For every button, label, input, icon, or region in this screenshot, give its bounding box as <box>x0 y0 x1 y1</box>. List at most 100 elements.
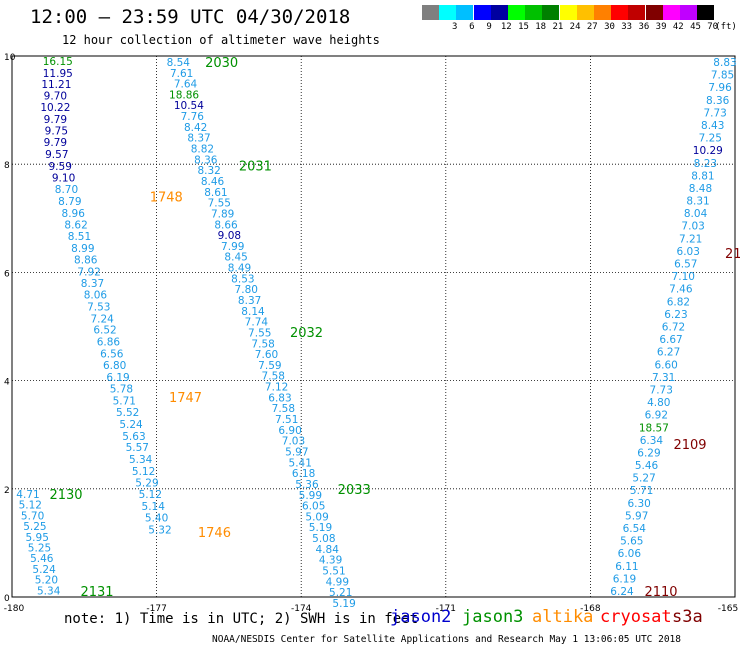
color-bin <box>662 5 680 20</box>
wave-height-value: 7.59 <box>258 360 281 372</box>
latitude-tick-label: 0 <box>4 594 10 604</box>
credit-line: NOAA/NESDIS Center for Satellite Applica… <box>212 634 681 645</box>
footer-note: note: 1) Time is in UTC; 2) SWH is in fe… <box>64 611 419 627</box>
wave-height-value: 8.51 <box>68 231 91 243</box>
color-bin <box>559 5 577 20</box>
wave-height-value: 8.36 <box>706 95 730 107</box>
wave-height-value: 7.73 <box>650 384 673 396</box>
wave-height-value: 9.79 <box>44 137 67 149</box>
color-bin <box>439 5 457 20</box>
wave-height-value: 6.92 <box>645 410 668 422</box>
wave-height-value: 7.58 <box>262 371 285 383</box>
wave-height-value: 5.32 <box>148 524 171 536</box>
longitude-tick-label: -177 <box>146 604 166 614</box>
wave-height-value: 8.53 <box>231 273 254 285</box>
wave-height-value: 5.20 <box>35 575 58 587</box>
wave-height-value: 5.65 <box>620 536 643 548</box>
wave-height-value: 8.82 <box>191 144 214 156</box>
wave-height-value: 9.10 <box>52 173 75 185</box>
pass-time-label: 2108 <box>725 247 740 262</box>
wave-height-value: 7.96 <box>708 82 732 94</box>
wave-height-value: 5.21 <box>329 587 352 599</box>
wave-height-value: 7.92 <box>77 266 100 278</box>
wave-height-value: 6.83 <box>268 392 291 404</box>
pass-time-label: 2032 <box>290 326 323 341</box>
wave-height-value: 11.21 <box>41 79 71 91</box>
wave-height-value: 5.97 <box>625 510 648 522</box>
wave-height-value: 6.72 <box>662 322 685 334</box>
wave-height-value: 5.71 <box>113 396 136 408</box>
wave-height-value: 8.62 <box>64 219 87 231</box>
wave-height-value: 6.05 <box>302 501 325 513</box>
wave-height-value: 6.18 <box>292 468 315 480</box>
wave-height-value: 8.83 <box>713 57 736 69</box>
wave-height-value: 6.19 <box>106 372 129 384</box>
longitude-tick-label: -174 <box>291 604 312 614</box>
wave-height-value: 8.06 <box>84 290 108 302</box>
map-subtitle: 12 hour collection of altimeter wave hei… <box>62 33 380 47</box>
wave-height-value: 18.86 <box>169 89 199 101</box>
color-bin-label: 9 <box>486 22 492 32</box>
wave-height-value: 6.60 <box>654 359 677 371</box>
wave-height-value: 5.52 <box>116 407 139 419</box>
wave-height-value: 5.12 <box>19 500 42 512</box>
color-bin-label: 39 <box>655 22 667 32</box>
pass-time-label: 1748 <box>150 191 183 206</box>
wave-height-value: 5.24 <box>119 419 143 431</box>
color-bin-label: 27 <box>586 22 598 32</box>
wave-height-value: 7.03 <box>282 436 305 448</box>
color-bin <box>422 5 439 20</box>
wave-height-value: 11.95 <box>43 68 73 80</box>
pass-time-label: 1747 <box>169 391 202 406</box>
wave-height-value: 6.82 <box>667 296 690 308</box>
wave-height-value: 5.29 <box>135 477 158 489</box>
wave-height-value: 7.74 <box>245 317 269 329</box>
wave-height-value: 8.70 <box>55 184 78 196</box>
wave-height-value: 5.19 <box>332 598 355 610</box>
color-bin-label: 24 <box>569 22 581 32</box>
latitude-tick-label: 6 <box>4 269 10 279</box>
wave-height-value: 7.60 <box>255 349 278 361</box>
wave-height-value: 5.51 <box>322 565 345 577</box>
wave-height-value: 8.43 <box>701 120 724 132</box>
color-bin-label: 12 <box>500 22 512 32</box>
wave-height-value: 6.11 <box>615 561 638 573</box>
wave-height-value: 7.58 <box>272 403 295 415</box>
wave-height-value: 7.46 <box>669 284 693 296</box>
wave-height-value: 6.80 <box>103 360 126 372</box>
wave-height-value: 6.27 <box>657 347 680 359</box>
color-bin-label: 21 <box>552 22 564 32</box>
longitude-tick-label: -180 <box>4 604 25 614</box>
wave-height-value: 8.45 <box>224 252 247 264</box>
wave-height-value: 5.25 <box>28 543 51 555</box>
color-bin <box>680 5 697 20</box>
wave-height-value: 5.57 <box>126 442 149 454</box>
wave-height-value: 8.96 <box>62 208 86 220</box>
wave-height-value: 5.40 <box>145 512 168 524</box>
map-frame <box>11 55 736 598</box>
wave-height-value: 5.71 <box>630 485 653 497</box>
wave-height-value: 7.58 <box>251 338 274 350</box>
wave-height-value: 7.99 <box>221 241 244 253</box>
wave-height-value: 8.48 <box>689 183 712 195</box>
wave-height-value: 18.57 <box>639 422 669 434</box>
latitude-tick-label: 4 <box>4 378 10 388</box>
wave-height-value: 7.55 <box>248 327 271 339</box>
wave-height-value: 7.21 <box>679 233 702 245</box>
wave-height-value: 5.34 <box>129 454 153 466</box>
wave-height-value: 9.79 <box>44 114 67 126</box>
wave-height-value: 6.30 <box>627 498 650 510</box>
color-bin <box>542 5 560 20</box>
wave-height-value: 16.15 <box>43 56 73 68</box>
wave-height-value: 8.36 <box>194 154 218 166</box>
wave-height-value: 9.59 <box>49 161 72 173</box>
wave-height-value: 6.67 <box>659 334 682 346</box>
wave-height-value: 5.09 <box>305 511 328 523</box>
color-unit-label: (ft) <box>715 22 737 32</box>
wave-height-value: 9.57 <box>45 149 68 161</box>
color-bin <box>456 5 474 20</box>
wave-height-value: 7.31 <box>652 372 675 384</box>
wave-height-value: 7.25 <box>699 133 722 145</box>
wave-height-value: 8.37 <box>187 133 210 145</box>
wave-height-value: 8.54 <box>167 57 191 69</box>
